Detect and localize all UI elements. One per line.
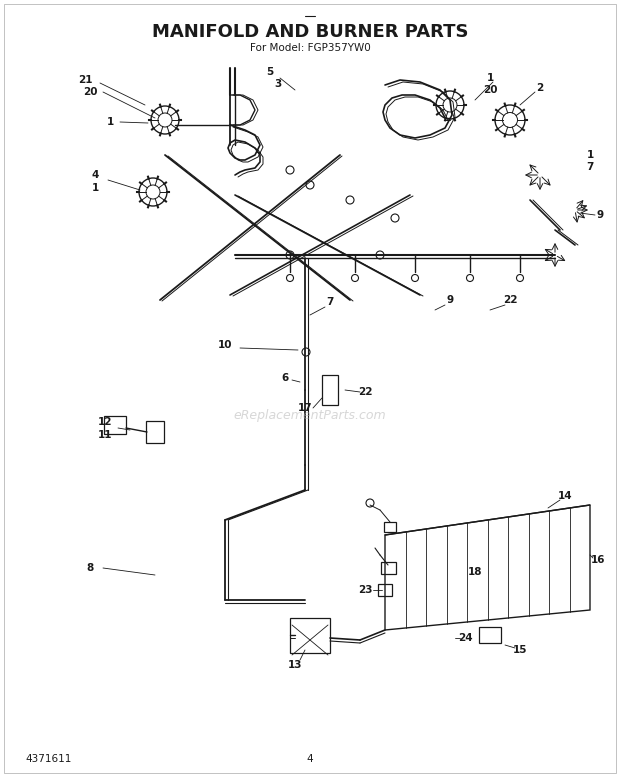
Text: For Model: FGP357YW0: For Model: FGP357YW0 <box>250 43 370 53</box>
Text: 16: 16 <box>591 555 605 565</box>
Text: 14: 14 <box>557 491 572 501</box>
Text: MANIFOLD AND BURNER PARTS: MANIFOLD AND BURNER PARTS <box>152 23 468 41</box>
Text: 21: 21 <box>78 75 92 85</box>
Bar <box>104 416 126 434</box>
Bar <box>290 618 330 653</box>
Bar <box>146 421 164 443</box>
Text: 1: 1 <box>486 73 494 83</box>
Text: 5: 5 <box>267 67 273 77</box>
Text: 6: 6 <box>281 373 289 383</box>
Text: 18: 18 <box>467 567 482 577</box>
Text: 11: 11 <box>98 430 112 440</box>
Bar <box>384 522 396 532</box>
Text: 17: 17 <box>298 403 312 413</box>
Text: 20: 20 <box>483 85 497 95</box>
Text: 13: 13 <box>288 660 303 670</box>
Text: 12: 12 <box>98 417 112 427</box>
Text: 1: 1 <box>91 183 99 193</box>
Text: 23: 23 <box>358 585 372 595</box>
Bar <box>378 584 392 596</box>
Bar <box>479 627 501 643</box>
Text: 10: 10 <box>218 340 232 350</box>
Bar <box>381 562 396 574</box>
Text: 8: 8 <box>86 563 94 573</box>
Text: 4371611: 4371611 <box>25 754 71 764</box>
Text: 9: 9 <box>446 295 454 305</box>
Text: 24: 24 <box>458 633 472 643</box>
Text: 7: 7 <box>326 297 334 307</box>
Text: 15: 15 <box>513 645 527 655</box>
Text: 3: 3 <box>275 79 281 89</box>
Text: 9: 9 <box>596 210 603 220</box>
Text: 22: 22 <box>503 295 517 305</box>
Text: 1: 1 <box>587 150 593 160</box>
Text: 7: 7 <box>587 162 594 172</box>
Text: 1: 1 <box>107 117 113 127</box>
Text: eReplacementParts.com: eReplacementParts.com <box>234 409 386 421</box>
Bar <box>322 375 338 405</box>
Text: 22: 22 <box>358 387 372 397</box>
Text: 4: 4 <box>307 754 313 764</box>
Text: 20: 20 <box>82 87 97 97</box>
Text: 2: 2 <box>536 83 544 93</box>
Text: 4: 4 <box>91 170 99 180</box>
